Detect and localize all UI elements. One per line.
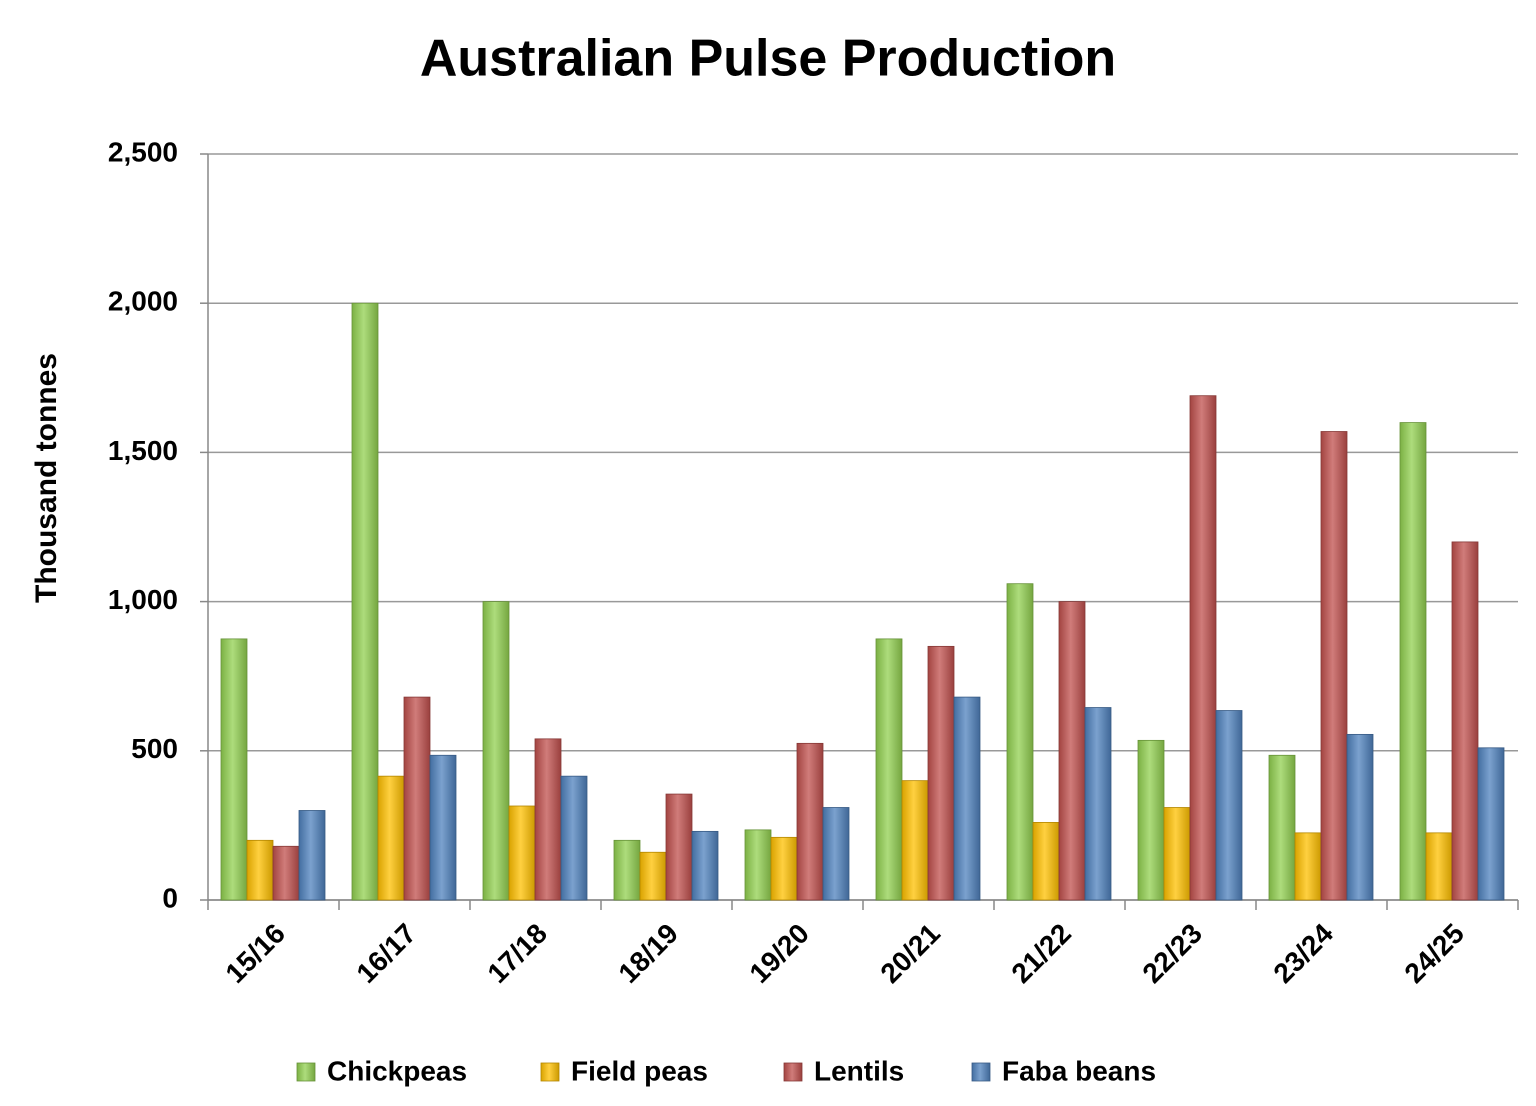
x-tick-label: 19/20: [743, 918, 814, 989]
x-tick-label: 21/22: [1005, 918, 1076, 989]
bar: [613, 839, 641, 901]
bar: [691, 830, 719, 901]
bar: [1215, 710, 1243, 901]
bar: [744, 829, 772, 901]
chart-title: Australian Pulse Production: [420, 30, 1116, 88]
bar: [1032, 822, 1060, 901]
bar: [822, 807, 850, 901]
x-tick-label: 18/19: [612, 918, 683, 989]
legend-label: Faba beans: [1002, 1055, 1156, 1086]
bar: [1294, 832, 1322, 901]
legend-marker: [971, 1062, 991, 1082]
x-tick-label: 20/21: [874, 918, 945, 989]
x-tick-label: 16/17: [350, 918, 421, 989]
bar: [534, 738, 562, 901]
bar: [875, 638, 903, 901]
bar: [1451, 541, 1479, 901]
x-tick-label: 17/18: [481, 918, 552, 989]
bar: [1006, 583, 1034, 901]
bar: [1163, 807, 1191, 901]
bar: [1399, 422, 1427, 901]
bar: [272, 845, 300, 901]
y-tick-label: 2,500: [108, 136, 178, 167]
bar: [429, 754, 457, 901]
x-tick-label: 22/23: [1136, 918, 1207, 989]
bar: [482, 601, 510, 901]
bar: [1425, 832, 1453, 901]
y-tick-label: 1,000: [108, 584, 178, 615]
bar: [1084, 707, 1112, 901]
x-tick-label: 23/24: [1267, 917, 1339, 989]
legend-marker: [296, 1062, 316, 1082]
bar: [246, 839, 274, 901]
y-axis-title: Thousand tonnes: [30, 353, 63, 603]
x-tick-label: 24/25: [1398, 918, 1469, 989]
bar: [1058, 601, 1086, 901]
bar: [770, 836, 798, 901]
legend-marker: [783, 1062, 803, 1082]
bar: [1346, 733, 1374, 901]
legend-label: Chickpeas: [327, 1055, 467, 1086]
y-tick-label: 2,000: [108, 286, 178, 317]
bar: [1268, 754, 1296, 901]
bar: [377, 775, 405, 901]
bar: [1137, 739, 1165, 901]
bar: [665, 793, 693, 901]
bar: [901, 780, 929, 901]
bar: [1189, 395, 1217, 901]
legend-label: Field peas: [571, 1055, 708, 1086]
bar: [953, 696, 981, 901]
legend-marker: [540, 1062, 560, 1082]
bar: [220, 638, 248, 901]
x-tick-label: 15/16: [219, 918, 290, 989]
bar: [298, 810, 326, 901]
bar: [351, 302, 379, 901]
bar: [1477, 747, 1505, 901]
bar: [1320, 431, 1348, 901]
bar: [796, 742, 824, 901]
bar: [927, 645, 955, 901]
y-tick-label: 1,500: [108, 435, 178, 466]
bar: [639, 851, 667, 901]
legend-label: Lentils: [814, 1055, 904, 1086]
bar: [508, 805, 536, 901]
bar: [560, 775, 588, 901]
bar: [403, 696, 431, 901]
y-tick-label: 0: [162, 882, 178, 913]
y-tick-label: 500: [131, 733, 178, 764]
